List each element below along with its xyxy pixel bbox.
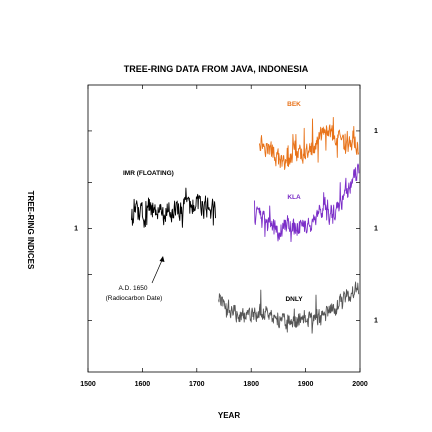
- y-axis-title: TREE-RING INDICES: [26, 191, 35, 270]
- x-tick-label-1700: 1700: [189, 381, 205, 388]
- x-axis-title: YEAR: [218, 411, 240, 420]
- series-label-kla: KLA: [287, 194, 301, 201]
- series-line-dnly: [218, 281, 360, 334]
- y-tick-label-right-0: 1: [374, 128, 378, 135]
- plot-frame: [87, 84, 361, 373]
- series-label-dnly: DNLY: [285, 296, 303, 303]
- chart-title: TREE-RING DATA FROM JAVA, INDONESIA: [124, 64, 309, 74]
- x-tick-label-1500: 1500: [80, 381, 96, 388]
- x-tick-label-1800: 1800: [243, 381, 259, 388]
- axis-ticks: 1500 1600 1700 1800 1900 2000 1 1 1 1: [74, 85, 378, 388]
- series-line-imr-floating: [131, 187, 216, 228]
- annotation-line-1: A.D. 1650: [119, 285, 148, 292]
- annotation-arrow-shaft: [151, 257, 164, 284]
- y-tick-label-right-1: 1: [374, 226, 378, 233]
- x-tick-label-1900: 1900: [298, 381, 314, 388]
- annotation-line-2: (Radiocarbon Date): [106, 295, 163, 302]
- y-tick-label-left: 1: [74, 226, 78, 233]
- plot-border: [87, 84, 361, 373]
- series-labels: BEK KLA IMR (FLOATING) DNLY: [123, 101, 303, 303]
- series-layer: [131, 116, 360, 334]
- x-tick-label-2000: 2000: [352, 381, 368, 388]
- annotation-arrow-head: [159, 256, 165, 262]
- series-line-kla: [254, 163, 360, 243]
- x-tick-label-1600: 1600: [135, 381, 151, 388]
- annotation: A.D. 1650 (Radiocarbon Date): [106, 256, 165, 302]
- series-label-imr: IMR (FLOATING): [123, 170, 174, 177]
- series-label-bek: BEK: [287, 101, 301, 108]
- series-line-bek: [258, 116, 360, 170]
- y-tick-label-right-2: 1: [374, 317, 378, 324]
